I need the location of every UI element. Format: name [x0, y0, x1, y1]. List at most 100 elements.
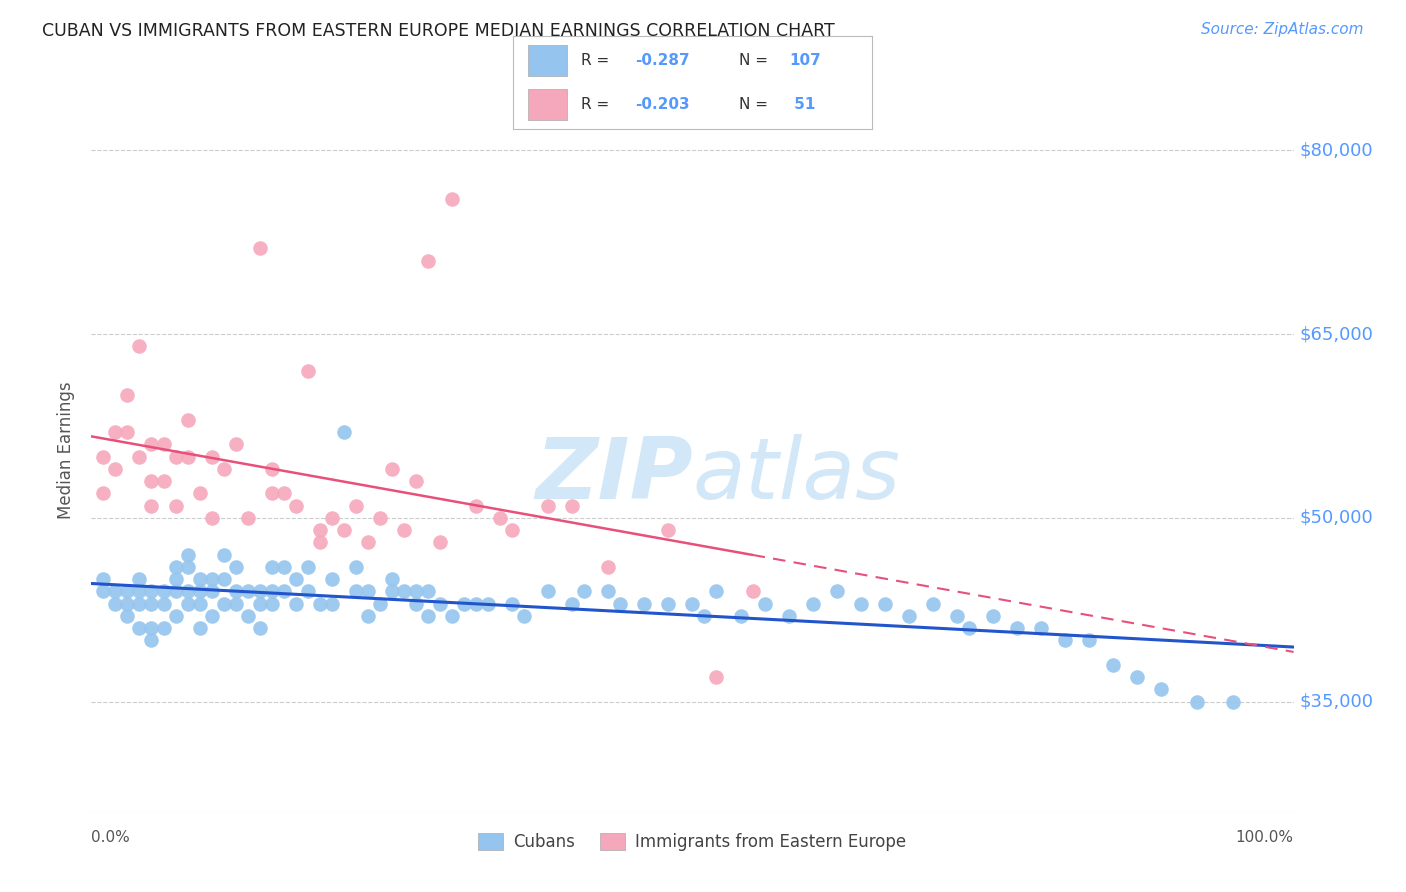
Point [201, 608, 224, 623]
Point [260, 559, 283, 574]
Point [922, 597, 945, 611]
Point [297, 364, 319, 378]
Point [236, 584, 259, 599]
Point [873, 597, 896, 611]
Point [273, 584, 295, 599]
Point [1126, 670, 1149, 684]
Point [416, 253, 439, 268]
Point [284, 597, 307, 611]
Point [141, 474, 163, 488]
Point [104, 584, 127, 599]
Point [93, 584, 115, 599]
Point [128, 450, 150, 464]
Point [176, 450, 198, 464]
Text: 51: 51 [789, 96, 815, 112]
Point [489, 511, 512, 525]
Point [165, 559, 187, 574]
Point [152, 597, 174, 611]
Point [381, 572, 404, 586]
Text: N =: N = [740, 54, 773, 69]
Point [117, 425, 139, 439]
Point [93, 572, 115, 586]
Point [1005, 621, 1028, 635]
Text: 0.0%: 0.0% [91, 830, 131, 845]
Point [657, 523, 679, 537]
Point [957, 621, 980, 635]
Point [308, 597, 330, 611]
Point [284, 499, 307, 513]
Point [574, 584, 596, 599]
Point [465, 597, 488, 611]
Point [440, 193, 463, 207]
Point [176, 597, 198, 611]
Point [657, 597, 679, 611]
Point [333, 523, 356, 537]
Point [104, 462, 127, 476]
Point [273, 559, 295, 574]
Point [117, 597, 139, 611]
Text: $35,000: $35,000 [1299, 692, 1374, 711]
Point [117, 388, 139, 402]
Point [501, 597, 523, 611]
Point [357, 584, 380, 599]
Point [165, 572, 187, 586]
Point [741, 584, 763, 599]
Point [128, 584, 150, 599]
Text: 107: 107 [789, 54, 821, 69]
Point [897, 608, 920, 623]
Point [465, 499, 488, 513]
Legend: Cubans, Immigrants from Eastern Europe: Cubans, Immigrants from Eastern Europe [472, 826, 912, 857]
Point [537, 584, 560, 599]
Y-axis label: Median Earnings: Median Earnings [58, 382, 76, 519]
Point [368, 597, 391, 611]
Point [1150, 682, 1173, 697]
Text: Source: ZipAtlas.com: Source: ZipAtlas.com [1201, 22, 1364, 37]
Point [104, 425, 127, 439]
Text: CUBAN VS IMMIGRANTS FROM EASTERN EUROPE MEDIAN EARNINGS CORRELATION CHART: CUBAN VS IMMIGRANTS FROM EASTERN EUROPE … [42, 22, 835, 40]
Point [188, 486, 211, 500]
Text: ZIP: ZIP [534, 434, 692, 517]
Point [357, 608, 380, 623]
Point [141, 499, 163, 513]
Point [778, 608, 800, 623]
Text: N =: N = [740, 96, 778, 112]
Point [260, 584, 283, 599]
Point [598, 559, 620, 574]
Point [236, 608, 259, 623]
Text: $50,000: $50,000 [1299, 508, 1372, 527]
Point [297, 584, 319, 599]
Text: R =: R = [581, 54, 614, 69]
Point [368, 511, 391, 525]
Point [344, 499, 367, 513]
Point [176, 559, 198, 574]
Text: -0.203: -0.203 [636, 96, 690, 112]
Point [706, 670, 728, 684]
Point [730, 608, 752, 623]
Point [273, 486, 295, 500]
Point [141, 584, 163, 599]
Point [598, 584, 620, 599]
Point [188, 572, 211, 586]
Text: atlas: atlas [692, 434, 900, 517]
Point [117, 584, 139, 599]
Point [128, 597, 150, 611]
Point [681, 597, 703, 611]
Point [693, 608, 716, 623]
Point [321, 511, 343, 525]
Point [825, 584, 848, 599]
Point [1054, 633, 1077, 648]
Point [1078, 633, 1101, 648]
Point [188, 621, 211, 635]
Point [561, 597, 583, 611]
Point [308, 523, 330, 537]
Point [141, 633, 163, 648]
Point [93, 450, 115, 464]
Point [321, 572, 343, 586]
Point [513, 608, 536, 623]
Point [333, 425, 356, 439]
Point [344, 584, 367, 599]
Point [1222, 694, 1244, 708]
Point [706, 584, 728, 599]
Text: $80,000: $80,000 [1299, 142, 1372, 160]
Point [501, 523, 523, 537]
